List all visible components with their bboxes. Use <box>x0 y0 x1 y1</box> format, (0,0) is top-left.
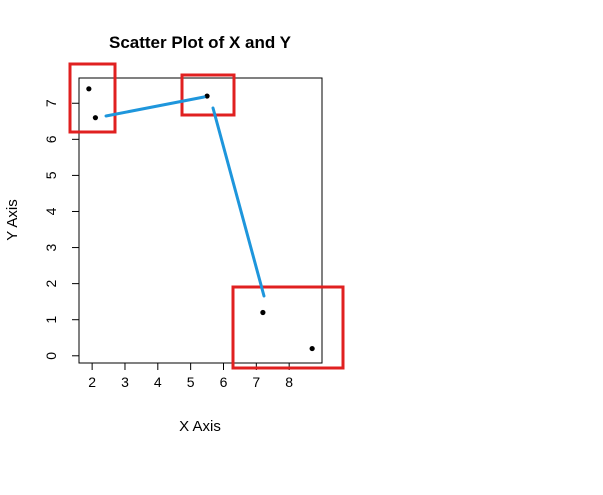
chart-title: Scatter Plot of X and Y <box>109 33 292 52</box>
highlight-box-top-middle <box>180 73 236 117</box>
y-tick-label: 1 <box>43 316 59 324</box>
data-point <box>204 93 210 99</box>
data-point <box>309 345 315 352</box>
x-tick-label: 4 <box>154 374 162 390</box>
y-tick-label: 5 <box>43 171 59 179</box>
y-tick-label: 2 <box>43 280 59 288</box>
data-point <box>86 86 92 92</box>
connector-line-2 <box>211 106 266 298</box>
x-tick-label: 7 <box>252 374 260 390</box>
y-tick-label: 0 <box>43 352 59 360</box>
data-point <box>92 115 99 121</box>
highlight-box-bottom-right <box>231 285 345 370</box>
x-axis-label: X Axis <box>179 418 221 435</box>
x-tick-label: 8 <box>285 374 293 390</box>
x-tick-label: 6 <box>220 374 228 390</box>
y-tick-label: 4 <box>43 207 59 215</box>
x-tick-label: 5 <box>187 374 195 390</box>
y-tick-label: 7 <box>43 99 59 107</box>
data-point <box>260 309 266 316</box>
y-axis-label: Y Axis <box>4 199 21 240</box>
y-tick-label: 6 <box>43 135 59 143</box>
x-tick-label: 3 <box>121 374 129 390</box>
highlight-box-top-left <box>68 62 117 134</box>
connector-line-1 <box>104 95 206 118</box>
y-axis: 0 1 2 3 4 5 6 7 <box>43 99 80 360</box>
data-points <box>86 86 315 352</box>
y-tick-label: 3 <box>43 243 59 251</box>
x-tick-label: 2 <box>88 374 96 390</box>
annotation-layer <box>68 62 345 370</box>
